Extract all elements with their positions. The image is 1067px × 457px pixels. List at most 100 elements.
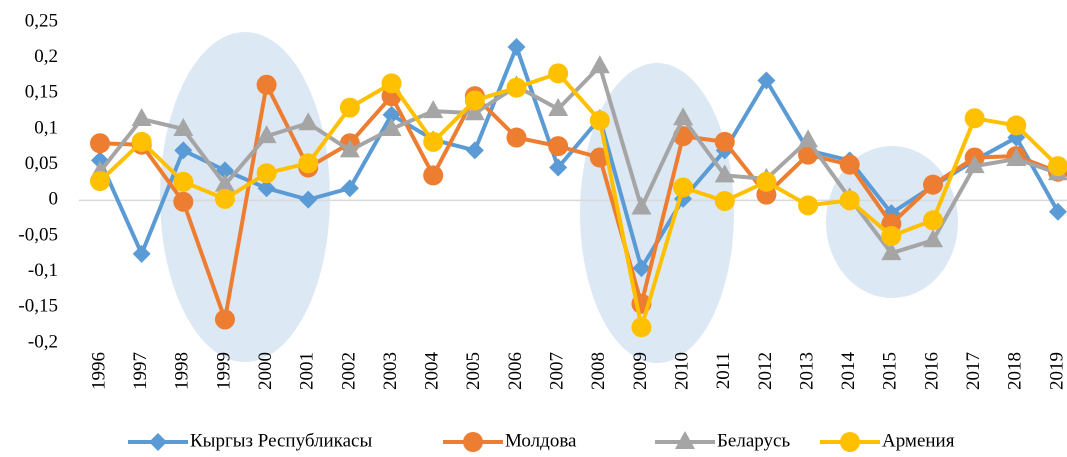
x-tick-label: 2015 [880,352,901,390]
marker [631,196,652,215]
x-tick-label: 2002 [338,352,359,390]
marker [589,110,610,131]
marker [298,153,319,174]
marker [714,131,735,152]
y-tick-label: 0 [49,189,59,210]
x-tick-label: 2012 [755,352,776,390]
marker [632,259,651,278]
marker [798,195,819,216]
marker [675,431,695,449]
marker [507,37,526,56]
x-tick-label: 2000 [255,352,276,390]
marker [506,77,527,98]
legend-label: Кыргыз Республикасы [190,430,372,451]
x-tick-label: 2003 [380,352,401,390]
marker [131,108,152,127]
legend-label: Беларусь [717,430,790,451]
marker [215,161,234,180]
legend-label: Армения [882,430,955,451]
x-tick-label: 2018 [1005,352,1026,390]
x-tick-label: 2010 [671,352,692,390]
marker [757,71,776,90]
legend-label: Молдова [505,430,577,451]
marker [714,164,735,183]
marker [840,432,860,452]
marker [382,105,401,124]
x-tick-label: 2009 [630,352,651,390]
marker [464,102,485,121]
x-tick-label: 2006 [505,352,526,390]
marker [881,242,902,261]
marker [756,171,777,192]
marker [923,210,943,231]
marker [339,97,360,118]
highlight [580,63,734,363]
marker [839,154,860,175]
marker [214,173,235,192]
marker [631,317,652,338]
marker [423,165,444,186]
marker [549,158,568,177]
marker [173,191,194,212]
marker [90,171,110,192]
x-tick-label: 1997 [130,352,151,390]
marker [923,174,943,195]
x-tick-label: 2007 [547,352,568,390]
marker [673,107,694,126]
marker [589,55,610,74]
marker [964,155,985,174]
marker [214,188,235,209]
y-tick-label: -0,1 [28,260,58,281]
marker [90,133,110,154]
marker [1006,147,1027,166]
x-tick-label: 2013 [796,352,817,390]
marker [839,190,860,211]
marker [339,139,360,158]
series-line [98,64,1059,256]
marker [340,179,359,198]
marker [299,190,318,209]
x-tick-label: 1998 [172,352,193,390]
y-tick-label: -0,05 [18,224,58,245]
x-tick-label: 2017 [963,352,984,390]
x-tick-label: 1996 [88,352,109,390]
marker [923,229,943,248]
x-tick-label: 2016 [921,352,942,390]
marker [381,73,402,94]
x-tick-label: 2005 [463,352,484,390]
series [90,63,1067,338]
y-tick-label: 0,15 [25,82,58,103]
x-tick-label: 2008 [588,352,609,390]
marker [256,163,277,184]
x-tick-label: 2001 [297,352,318,390]
marker [423,100,444,119]
y-tick-label: 0,1 [34,117,58,138]
x-tick-label: 2011 [713,352,734,389]
series-line [98,44,1060,271]
marker [214,309,235,330]
marker [423,131,444,152]
marker [798,129,819,148]
marker [173,171,194,192]
marker [173,118,194,136]
marker [257,179,276,198]
x-tick-label: 2004 [422,352,443,391]
marker [256,74,277,95]
marker [381,118,402,136]
marker [506,127,527,148]
marker [174,141,193,160]
marker [298,112,319,131]
marker [548,136,569,157]
x-tick-label: 2019 [1046,352,1067,390]
marker [149,433,167,451]
marker [464,90,485,111]
marker [132,244,151,263]
y-tick-label: 0,25 [25,10,58,31]
marker [964,108,985,129]
y-tick-label: -0,15 [18,296,58,317]
x-tick-label: 2014 [838,352,859,391]
marker [1048,202,1067,221]
marker [463,432,483,452]
marker [714,191,735,212]
